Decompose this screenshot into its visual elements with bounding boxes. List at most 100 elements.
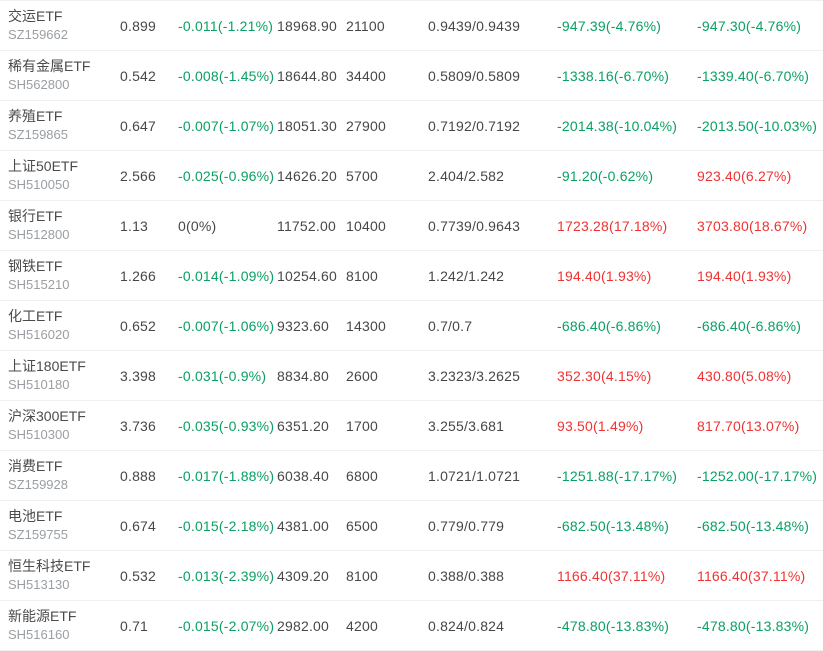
etf-value-b: 194.40(1.93%) [697, 267, 792, 284]
etf-value-a: -91.20(-0.62%) [557, 167, 654, 184]
etf-change: -0.007(-1.06%) [178, 317, 275, 334]
etf-name: 交运ETF [8, 8, 63, 24]
etf-code: SH510180 [8, 377, 70, 392]
etf-name-cell: 银行ETF SH512800 [8, 201, 120, 250]
etf-value-b: -686.40(-6.86%) [697, 317, 802, 334]
etf-price: 0.542 [120, 67, 157, 84]
etf-value-b: -682.50(-13.48%) [697, 517, 810, 534]
etf-change: -0.014(-1.09%) [178, 267, 275, 284]
etf-row[interactable]: 化工ETF SH516020 0.652 -0.007(-1.06%) 9323… [0, 301, 823, 351]
etf-value-a: 1723.28(17.18%) [557, 217, 668, 234]
etf-name-cell: 稀有金属ETF SH562800 [8, 51, 120, 100]
etf-amount: 8834.80 [277, 367, 330, 384]
etf-amount: 9323.60 [277, 317, 330, 334]
etf-row[interactable]: 稀有金属ETF SH562800 0.542 -0.008(-1.45%) 18… [0, 51, 823, 101]
etf-code: SZ159662 [8, 27, 68, 42]
etf-row[interactable]: 钢铁ETF SH515210 1.266 -0.014(-1.09%) 1025… [0, 251, 823, 301]
etf-change: -0.035(-0.93%) [178, 417, 275, 434]
etf-value-a: -947.39(-4.76%) [557, 17, 662, 34]
etf-code: SH516020 [8, 327, 70, 342]
etf-code: SH510300 [8, 427, 70, 442]
etf-row[interactable]: 恒生科技ETF SH513130 0.532 -0.013(-2.39%) 43… [0, 551, 823, 601]
etf-row[interactable]: 沪深300ETF SH510300 3.736 -0.035(-0.93%) 6… [0, 401, 823, 451]
etf-price-range: 3.255/3.681 [428, 417, 505, 434]
etf-amount: 4309.20 [277, 567, 330, 584]
etf-name: 上证50ETF [8, 158, 79, 174]
etf-name: 消费ETF [8, 458, 63, 474]
etf-value-a: -1338.16(-6.70%) [557, 67, 670, 84]
etf-price: 3.736 [120, 417, 157, 434]
etf-name-cell: 电池ETF SZ159755 [8, 501, 120, 550]
etf-price: 0.647 [120, 117, 157, 134]
etf-code: SH516160 [8, 627, 70, 642]
etf-row[interactable]: 上证180ETF SH510180 3.398 -0.031(-0.9%) 88… [0, 351, 823, 401]
etf-volume: 5700 [346, 167, 378, 184]
etf-price-range: 1.0721/1.0721 [428, 467, 521, 484]
etf-name-cell: 钢铁ETF SH515210 [8, 251, 120, 300]
etf-name: 电池ETF [8, 508, 63, 524]
etf-name-cell: 养殖ETF SZ159865 [8, 101, 120, 150]
etf-volume: 8100 [346, 267, 378, 284]
etf-row[interactable]: 交运ETF SZ159662 0.899 -0.011(-1.21%) 1896… [0, 1, 823, 51]
etf-price: 2.566 [120, 167, 157, 184]
etf-price: 0.899 [120, 17, 157, 34]
etf-price-range: 0.5809/0.5809 [428, 67, 521, 84]
etf-value-b: -947.30(-4.76%) [697, 17, 802, 34]
etf-change: -0.008(-1.45%) [178, 67, 275, 84]
etf-price-range: 0.388/0.388 [428, 567, 505, 584]
etf-price-range: 2.404/2.582 [428, 167, 505, 184]
etf-name: 银行ETF [8, 208, 63, 224]
etf-code: SH515210 [8, 277, 70, 292]
etf-code: SZ159865 [8, 127, 68, 142]
etf-value-a: -2014.38(-10.04%) [557, 117, 678, 134]
etf-amount: 14626.20 [277, 167, 337, 184]
etf-code: SH513130 [8, 577, 70, 592]
etf-name-cell: 化工ETF SH516020 [8, 301, 120, 350]
etf-price: 1.13 [120, 217, 149, 234]
etf-row[interactable]: 消费ETF SZ159928 0.888 -0.017(-1.88%) 6038… [0, 451, 823, 501]
etf-row[interactable]: 电池ETF SZ159755 0.674 -0.015(-2.18%) 4381… [0, 501, 823, 551]
etf-name: 钢铁ETF [8, 258, 63, 274]
etf-name: 上证180ETF [8, 358, 86, 374]
etf-name-cell: 沪深300ETF SH510300 [8, 401, 120, 450]
etf-price-range: 0.779/0.779 [428, 517, 505, 534]
etf-value-b: 430.80(5.08%) [697, 367, 792, 384]
etf-change: -0.015(-2.18%) [178, 517, 275, 534]
etf-change: 0(0%) [178, 217, 217, 234]
etf-volume: 4200 [346, 617, 378, 634]
etf-amount: 11752.00 [277, 217, 336, 234]
etf-name-cell: 上证50ETF SH510050 [8, 151, 120, 200]
etf-row[interactable]: 银行ETF SH512800 1.13 0(0%) 11752.00 10400… [0, 201, 823, 251]
etf-value-b: 817.70(13.07%) [697, 417, 800, 434]
etf-price: 3.398 [120, 367, 157, 384]
etf-value-a: -1251.88(-17.17%) [557, 467, 678, 484]
etf-value-b: -1339.40(-6.70%) [697, 67, 810, 84]
etf-amount: 6038.40 [277, 467, 330, 484]
etf-name: 沪深300ETF [8, 408, 86, 424]
etf-price-range: 1.242/1.242 [428, 267, 505, 284]
etf-volume: 6500 [346, 517, 378, 534]
etf-price: 0.674 [120, 517, 157, 534]
etf-volume: 8100 [346, 567, 378, 584]
etf-amount: 2982.00 [277, 617, 330, 634]
etf-change: -0.015(-2.07%) [178, 617, 275, 634]
etf-code: SH512800 [8, 227, 70, 242]
etf-volume: 27900 [346, 117, 386, 134]
etf-row[interactable]: 新能源ETF SH516160 0.71 -0.015(-2.07%) 2982… [0, 601, 823, 651]
etf-value-b: -2013.50(-10.03%) [697, 117, 818, 134]
etf-row[interactable]: 养殖ETF SZ159865 0.647 -0.007(-1.07%) 1805… [0, 101, 823, 151]
etf-amount: 10254.60 [277, 267, 337, 284]
etf-price: 0.532 [120, 567, 157, 584]
etf-price: 0.888 [120, 467, 157, 484]
etf-name: 化工ETF [8, 308, 63, 324]
etf-name-cell: 消费ETF SZ159928 [8, 451, 120, 500]
etf-amount: 18051.30 [277, 117, 337, 134]
etf-change: -0.025(-0.96%) [178, 167, 275, 184]
etf-row[interactable]: 上证50ETF SH510050 2.566 -0.025(-0.96%) 14… [0, 151, 823, 201]
etf-value-a: 194.40(1.93%) [557, 267, 652, 284]
etf-name: 稀有金属ETF [8, 58, 91, 74]
etf-name-cell: 新能源ETF SH516160 [8, 601, 120, 650]
etf-value-a: 93.50(1.49%) [557, 417, 644, 434]
etf-value-b: 3703.80(18.67%) [697, 217, 808, 234]
